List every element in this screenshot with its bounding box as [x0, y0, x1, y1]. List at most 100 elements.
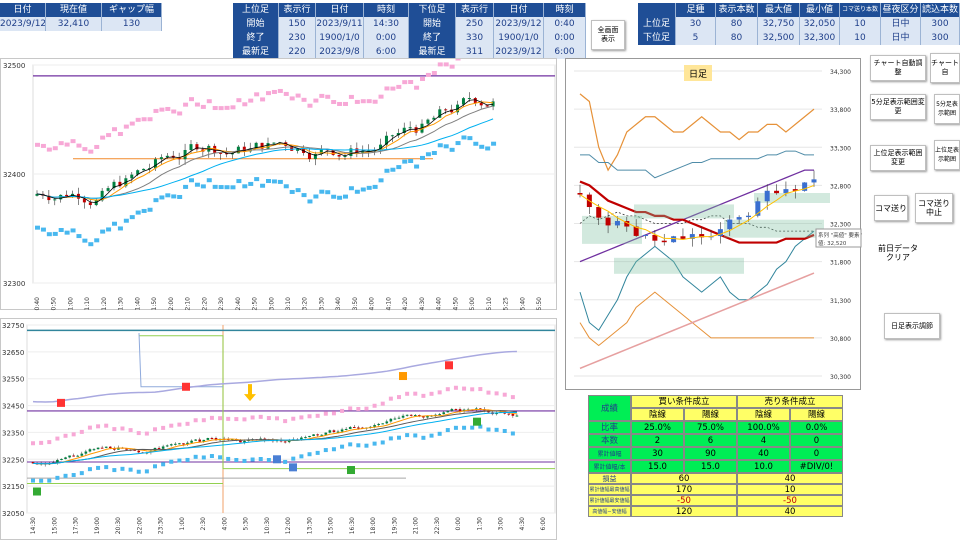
fullscreen-button[interactable]: 全画面 表示 — [591, 20, 625, 50]
upper-y-tick: 32400 — [3, 171, 25, 179]
lower-upper-band-marker — [242, 417, 246, 421]
lower-band-marker — [479, 145, 484, 149]
upper-range-button-2[interactable]: 上位足表示範囲 — [934, 140, 960, 170]
daily-tooltip: 系列 "高値" 要素 "2"値: 32,520 — [816, 229, 862, 247]
settings-cell-1-7[interactable]: 300 — [921, 31, 960, 45]
settings-cell-0-7[interactable]: 300 — [921, 17, 960, 31]
lower-band-marker — [201, 184, 206, 188]
range-cell-1-7[interactable]: 0:00 — [544, 31, 586, 45]
daily-candle — [718, 222, 723, 243]
upper-band-marker — [124, 125, 129, 129]
range-cell-0-5[interactable]: 250 — [456, 17, 494, 31]
lower-band-marker — [384, 169, 389, 173]
daily-y-tick: 33,800 — [830, 107, 851, 114]
range-cell-1-1[interactable]: 230 — [279, 31, 316, 45]
lower-band-marker — [76, 234, 81, 238]
lower-band-marker — [171, 194, 176, 198]
lower-upper-band-marker — [80, 430, 84, 434]
range-cell-2-5[interactable]: 311 — [456, 45, 494, 59]
upper-range-button[interactable]: 上位足表示範囲変更 — [870, 145, 926, 171]
lower-x-tick: 6:00 — [540, 517, 547, 531]
results-val-1-1: 6 — [684, 434, 737, 447]
lower-x-tick: 13:30 — [306, 517, 313, 534]
range-cell-2-6[interactable]: 2023/9/12 — [494, 45, 544, 59]
settings-header-2: 表示本数 — [716, 3, 758, 17]
range-cell-0-2[interactable]: 2023/9/11 — [316, 17, 364, 31]
lower-upper-band-marker — [251, 415, 255, 419]
upper-x-tick: 2:40 — [235, 297, 242, 311]
upper-band-marker — [337, 102, 342, 106]
settings-cell-1-6[interactable]: 日中 — [881, 31, 921, 45]
upper-band-marker — [325, 95, 330, 99]
lower-band-marker — [225, 185, 230, 189]
daily-y-tick: 34,300 — [830, 69, 851, 76]
koma-okuri-stop-button[interactable]: コマ送り 中止 — [915, 193, 953, 223]
lower-timeframe-chart: 3275032650325503245032350322503215032050… — [1, 319, 558, 541]
settings-cell-1-2[interactable]: 80 — [716, 31, 758, 45]
lower-lower-band-marker — [430, 434, 434, 438]
lower-lower-band-marker — [55, 476, 59, 480]
settings-cell-1-5[interactable]: 10 — [840, 31, 881, 45]
daily-y-tick: 30,300 — [830, 374, 851, 381]
lower-y-tick: 32150 — [2, 483, 24, 491]
upper-band-marker — [183, 103, 188, 107]
settings-cell-0-1[interactable]: 30 — [676, 17, 716, 31]
results-merged-sell-1: 10 — [737, 484, 843, 495]
range-cell-1-3[interactable]: 0:00 — [364, 31, 409, 45]
settings-cell-1-3[interactable]: 32,500 — [758, 31, 800, 45]
lower-lower-band-marker — [64, 474, 68, 478]
lower-lower-band-marker — [332, 447, 336, 451]
daily-candle — [802, 182, 807, 191]
upper-x-tick: 5:00 — [469, 297, 476, 311]
lower-lower-band-marker — [104, 465, 108, 469]
chart-auto-adjust-button-2[interactable]: チャート自 — [930, 53, 960, 83]
chart-auto-adjust-button[interactable]: チャート自動調整 — [870, 55, 926, 81]
range-cell-2-7[interactable]: 6:00 — [544, 45, 586, 59]
upper-band-marker — [171, 110, 176, 114]
results-merged-buy-0: 60 — [631, 473, 737, 484]
upper-x-tick: 5:25 — [503, 297, 510, 311]
range-cell-0-3[interactable]: 14:30 — [364, 17, 409, 31]
range-cell-2-2[interactable]: 2023/9/8 — [316, 45, 364, 59]
upper-band-marker — [248, 99, 253, 103]
lower-y-tick: 32650 — [2, 349, 24, 357]
settings-cell-0-6[interactable]: 日中 — [881, 17, 921, 31]
lower-candle — [207, 438, 210, 440]
results-val-2-3: 0 — [790, 447, 843, 460]
range-cell-0-1[interactable]: 150 — [279, 17, 316, 31]
range-cell-0-6[interactable]: 2023/9/12 — [494, 17, 544, 31]
settings-cell-0-4[interactable]: 32,050 — [800, 17, 840, 31]
settings-cell-0-2[interactable]: 80 — [716, 17, 758, 31]
daily-display-button[interactable]: 日足表示調節 — [884, 313, 940, 339]
range-cell-1-6[interactable]: 1900/1/0 — [494, 31, 544, 45]
lower-candle — [447, 411, 450, 413]
settings-cell-1-4[interactable]: 32,300 — [800, 31, 840, 45]
lower-lower-band-marker — [373, 442, 377, 446]
range-cell-0-7[interactable]: 0:40 — [544, 17, 586, 31]
range-cell-1-2[interactable]: 1900/1/0 — [316, 31, 364, 45]
five-min-range-button-2[interactable]: 5分足表示範囲 — [934, 94, 960, 124]
results-val-3-2: 10.0 — [737, 460, 790, 473]
settings-cell-0-5[interactable]: 10 — [840, 17, 881, 31]
lower-upper-band-marker — [438, 390, 442, 394]
daily-zone — [634, 204, 734, 218]
range-cell-2-1[interactable]: 220 — [279, 45, 316, 59]
upper-x-tick: 1:10 — [84, 297, 91, 311]
date-value: 2023/9/12 — [0, 17, 46, 31]
prev-day-clear-button[interactable]: 前日データ クリア — [874, 238, 922, 268]
lower-band-marker — [130, 215, 135, 219]
results-merged-label-2: 累計値幅最安値幅 — [588, 495, 631, 506]
five-min-range-button[interactable]: 5分足表示範囲変更 — [870, 94, 926, 120]
koma-okuri-button[interactable]: コマ送り — [874, 195, 908, 221]
range-cell-1-5[interactable]: 330 — [456, 31, 494, 45]
settings-cell-0-3[interactable]: 32,750 — [758, 17, 800, 31]
settings-cell-1-1[interactable]: 5 — [676, 31, 716, 45]
lower-band-marker — [420, 156, 425, 160]
settings-header-7: 読込本数 — [921, 3, 960, 17]
lower-lower-band-marker — [267, 458, 271, 462]
range-cell-2-3[interactable]: 6:00 — [364, 45, 409, 59]
upper-band-marker — [207, 99, 212, 103]
lower-band-marker — [35, 226, 40, 230]
lower-lower-band-marker — [31, 479, 35, 483]
lower-lower-band-marker — [486, 428, 490, 432]
